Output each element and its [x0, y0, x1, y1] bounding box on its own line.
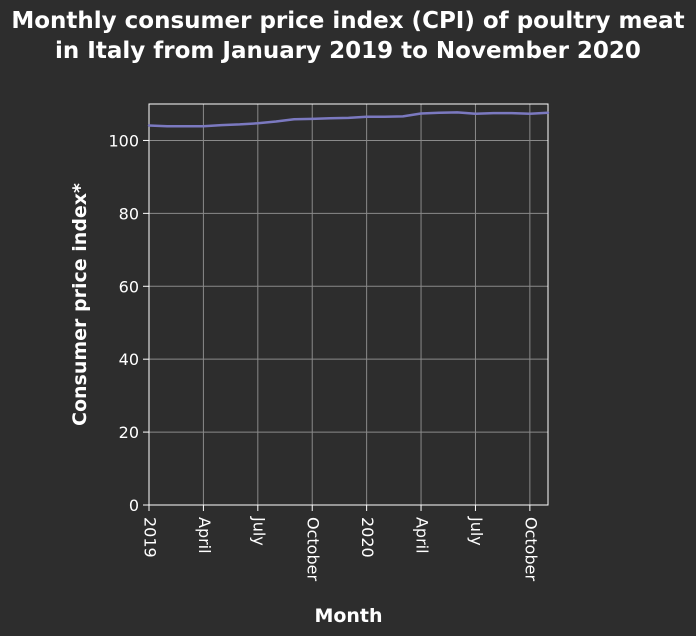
x-tick-label: April	[413, 517, 432, 554]
y-tick-label: 60	[119, 277, 139, 296]
y-tick-label: 20	[119, 423, 139, 442]
y-tick-label: 0	[129, 496, 139, 515]
x-tick-label: 2020	[358, 517, 377, 558]
x-tick-label: July	[467, 516, 486, 546]
y-tick-label: 80	[119, 204, 139, 223]
chart-title: Monthly consumer price index (CPI) of po…	[11, 8, 685, 64]
plot-frame	[148, 103, 549, 506]
y-axis-label: Consumer price index*	[69, 183, 91, 426]
x-tick-label: October	[521, 517, 540, 581]
x-tick-label: October	[304, 517, 323, 581]
x-tick-label: April	[195, 517, 214, 554]
y-tick-label: 100	[108, 131, 139, 150]
x-tick-label: July	[249, 516, 268, 546]
x-tick-label: 2019	[141, 517, 160, 558]
cpi-series-line	[147, 111, 550, 128]
x-axis-label: Month	[314, 605, 382, 627]
y-tick-label: 40	[119, 350, 139, 369]
